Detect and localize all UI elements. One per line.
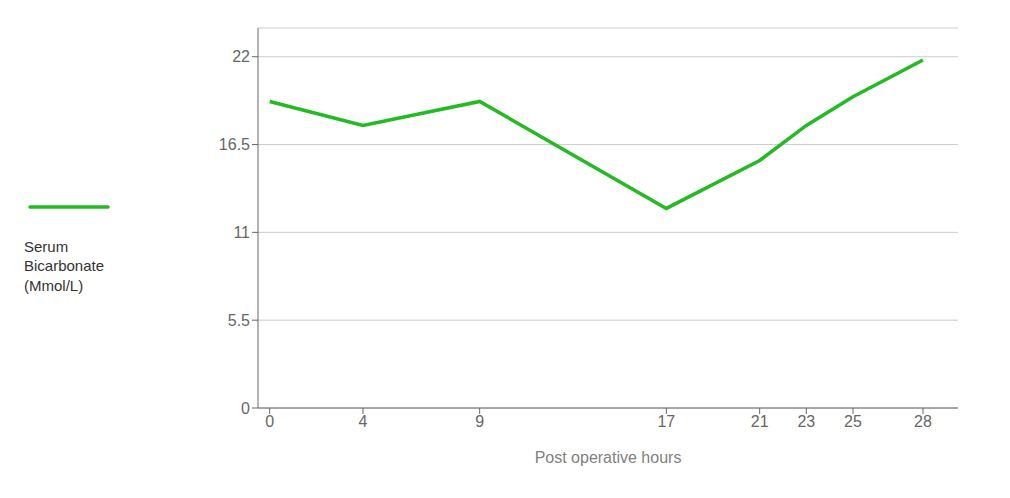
- svg-text:22: 22: [232, 48, 250, 65]
- svg-text:11: 11: [233, 224, 250, 241]
- html-text:Bicarbonate: Bicarbonate: [24, 257, 105, 275]
- svg-text:21: 21: [751, 413, 769, 430]
- svg-text:4: 4: [359, 413, 368, 430]
- svg-text:25: 25: [844, 413, 862, 430]
- html-text:Serum: Serum: [24, 237, 69, 255]
- svg-text:5.5: 5.5: [228, 312, 250, 329]
- svg-text:28: 28: [914, 413, 932, 430]
- svg-text:0: 0: [241, 400, 250, 417]
- svg-text:23: 23: [797, 413, 815, 430]
- html-text:(Mmol/L): (Mmol/L): [24, 276, 84, 294]
- svg-text:16.5: 16.5: [219, 136, 250, 153]
- svg-text:Post operative hours: Post operative hours: [535, 449, 682, 466]
- svg-text:0: 0: [265, 413, 274, 430]
- svg-text:9: 9: [475, 413, 484, 430]
- svg-text:17: 17: [657, 413, 675, 430]
